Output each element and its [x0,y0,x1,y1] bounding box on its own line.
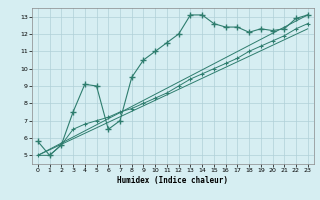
X-axis label: Humidex (Indice chaleur): Humidex (Indice chaleur) [117,176,228,185]
